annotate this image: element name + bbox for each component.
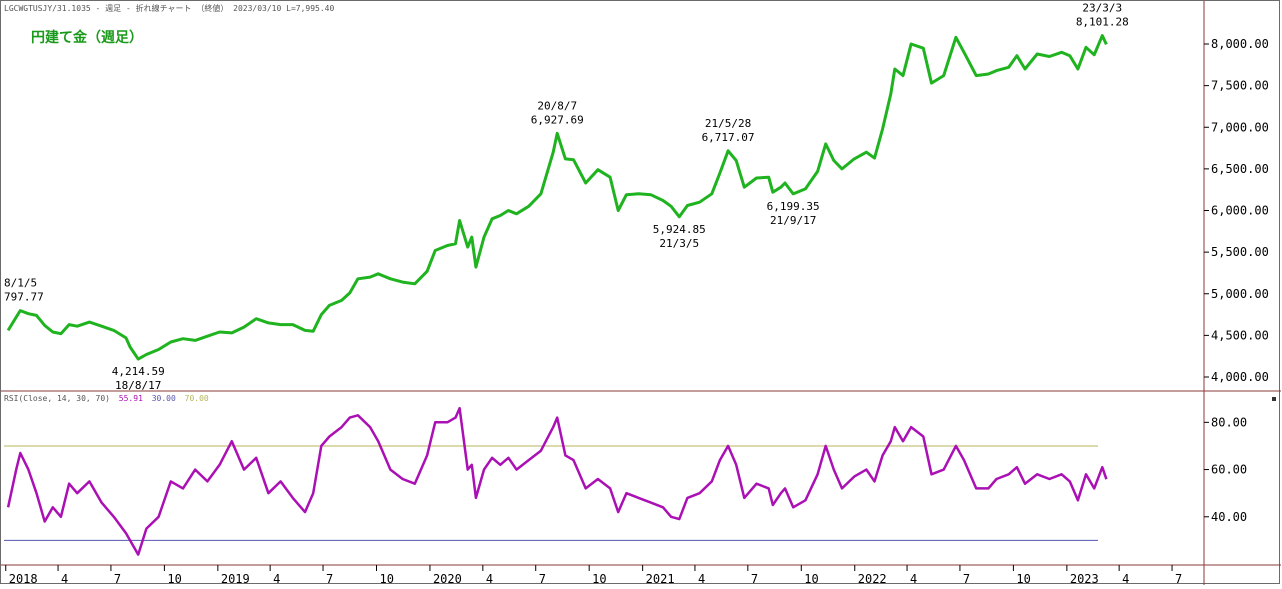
- x-axis: 2018 4 7 10 2019 4 7 10 2020 4 7 10 2021 4 7 10 2022 4 7 10…: [5, 565, 1182, 586]
- x-tick-label: 4: [273, 572, 280, 585]
- rsi-current-value: 55.91: [119, 394, 143, 403]
- chart-title: 円建て金（週足）: [31, 29, 143, 46]
- price-y-tick-label: 4,500.00: [1211, 328, 1269, 342]
- price-annotation: 23/3/38,101.28: [1076, 2, 1129, 29]
- price-y-tick-label: 6,000.00: [1211, 204, 1269, 218]
- rsi-label-text: RSI(Close, 14, 30, 70): [4, 394, 110, 403]
- x-tick-label: 2018: [9, 572, 38, 585]
- x-tick-label: 4: [486, 572, 493, 585]
- annotation-line-1: 23/3/3: [1082, 2, 1122, 15]
- x-tick-label: 7: [963, 572, 970, 585]
- price-y-tick-label: 4,000.00: [1211, 370, 1269, 384]
- price-annotation: 20/8/76,927.69: [531, 99, 584, 126]
- x-tick-label: 2019: [221, 572, 250, 585]
- x-tick-label: 2022: [858, 572, 887, 585]
- price-y-tick-label: 5,500.00: [1211, 245, 1269, 259]
- chart-code-header: LGCWGTUSJY/31.1035 - 週足 - 折れ線チャート （終値） 2…: [4, 3, 334, 13]
- rsi-y-tick-label: 40.00: [1211, 510, 1247, 524]
- annotation-line-2: 18/8/17: [115, 379, 161, 392]
- x-tick-label: 7: [751, 572, 758, 585]
- annotation-line-1: 5,924.85: [653, 223, 706, 236]
- annotation-line-2: 21/3/5: [659, 237, 699, 250]
- x-tick-label: 2020: [433, 572, 462, 585]
- annotation-line-2: 21/9/17: [770, 214, 816, 227]
- annotation-line-2: 6,717.07: [702, 131, 755, 144]
- x-tick-label: 4: [1122, 572, 1129, 585]
- price-y-tick-label: 7,500.00: [1211, 79, 1269, 93]
- annotation-line-1: 8/1/5: [4, 277, 37, 290]
- x-tick-label: 7: [114, 572, 121, 585]
- x-tick-label: 10: [167, 572, 181, 585]
- rsi-y-tick-label: 60.00: [1211, 463, 1247, 477]
- annotation-line-1: 21/5/28: [705, 117, 751, 130]
- price-y-tick-label: 6,500.00: [1211, 162, 1269, 176]
- rsi-y-tick-label: 80.00: [1211, 415, 1247, 429]
- rsi-label: RSI(Close, 14, 30, 70) 55.91 30.00 70.00: [4, 394, 209, 403]
- annotation-line-2: 797.77: [4, 291, 44, 304]
- annotation-line-1: 6,199.35: [767, 200, 820, 213]
- x-tick-label: 7: [539, 572, 546, 585]
- price-y-tick-label: 8,000.00: [1211, 37, 1269, 51]
- rsi-y-axis: 40.00 60.00 80.00: [1204, 415, 1247, 524]
- price-series-line: [6, 34, 1108, 361]
- x-tick-label: 10: [379, 572, 393, 585]
- panel-marker-icon: [1272, 397, 1276, 401]
- rsi-bands: [4, 445, 1098, 541]
- x-tick-label: 7: [1175, 572, 1182, 585]
- rsi-upper-band-value: 70.00: [185, 394, 209, 403]
- x-tick-label: 2021: [646, 572, 675, 585]
- x-tick-label: 10: [1016, 572, 1030, 585]
- x-tick-label: 4: [910, 572, 917, 585]
- x-tick-label: 4: [61, 572, 68, 585]
- rsi-series-line: [6, 406, 1108, 556]
- price-annotation: 21/5/286,717.07: [702, 117, 755, 144]
- x-tick-label: 7: [326, 572, 333, 585]
- price-y-tick-label: 5,000.00: [1211, 287, 1269, 301]
- annotation-line-1: 4,214.59: [112, 365, 165, 378]
- price-y-tick-label: 7,000.00: [1211, 120, 1269, 134]
- annotation-line-2: 6,927.69: [531, 113, 584, 126]
- rsi-lower-band-value: 30.00: [152, 394, 176, 403]
- annotation-line-2: 8,101.28: [1076, 16, 1129, 29]
- annotation-line-1: 20/8/7: [537, 99, 577, 112]
- x-tick-label: 10: [804, 572, 818, 585]
- price-y-axis: 4,000.00 4,500.00 5,000.00 5,500.00 6,000.00…: [1204, 37, 1269, 384]
- x-tick-label: 4: [698, 572, 705, 585]
- x-tick-label: 2023: [1070, 572, 1099, 585]
- x-tick-label: 10: [592, 572, 606, 585]
